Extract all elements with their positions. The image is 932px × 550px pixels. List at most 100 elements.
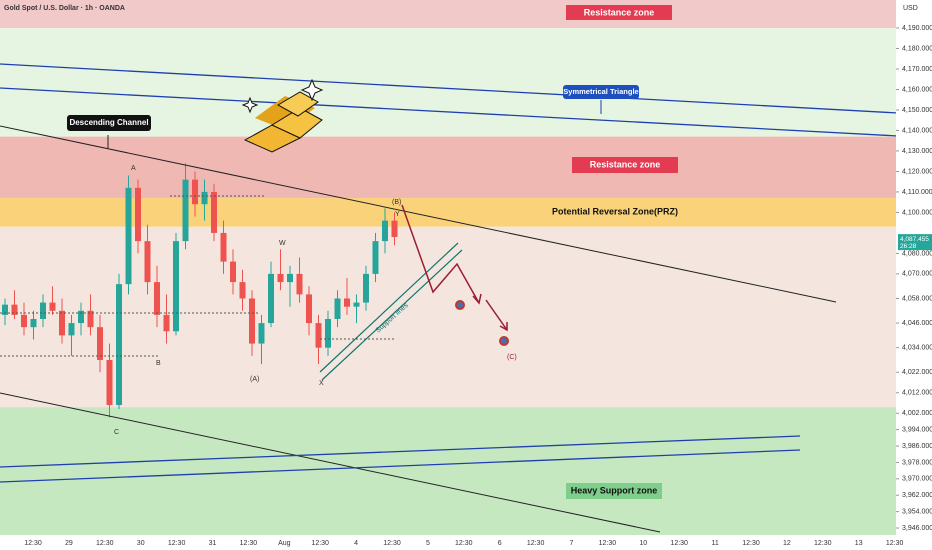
time-tick-label: 12:30 xyxy=(311,540,329,547)
arrow-head xyxy=(499,322,508,332)
candle-body xyxy=(211,191,217,233)
time-tick-label: 12:30 xyxy=(168,540,186,547)
price-tick-label: 3,986.000 xyxy=(902,443,932,450)
zone xyxy=(0,0,898,28)
arrow-head xyxy=(472,293,482,305)
price-tick-label: 3,994.000 xyxy=(902,426,932,433)
candle-body xyxy=(2,304,8,315)
time-tick-label: 6 xyxy=(498,540,502,547)
axes: 4,190.000 4,180.000 4,170.000 4,160.000 4,15… xyxy=(24,25,932,547)
candles xyxy=(2,163,398,418)
triangle-bottom xyxy=(0,87,899,137)
candle-body xyxy=(372,241,379,274)
candle-body xyxy=(296,273,303,295)
support-blue xyxy=(0,449,801,483)
price-tick-label: 3,970.000 xyxy=(902,476,932,483)
trendlines xyxy=(0,63,899,533)
price-tick-label: 3,978.000 xyxy=(902,459,932,466)
price-tick-label: 4,160.000 xyxy=(902,86,932,93)
candle-body xyxy=(277,273,284,283)
channel-top xyxy=(0,125,837,303)
candle-body xyxy=(40,302,46,319)
support-line xyxy=(319,242,459,373)
price-tick-label: 3,962.000 xyxy=(902,492,932,499)
projection xyxy=(401,204,480,304)
zones xyxy=(0,0,898,541)
candle-body xyxy=(220,232,227,262)
price-tick-label: 4,190.000 xyxy=(902,25,932,32)
wave-label: (C) xyxy=(507,354,517,361)
wave-label: A xyxy=(131,165,136,172)
prz-label: Potential Reversal Zone(PRZ) xyxy=(552,206,678,216)
candle-body xyxy=(163,314,170,332)
price-tick-label: 4,070.000 xyxy=(902,271,932,278)
time-tick-label: 12:30 xyxy=(383,540,401,547)
time-tick-label: 12:30 xyxy=(886,540,904,547)
candle-body xyxy=(344,298,350,307)
price-tick-label: 4,080.000 xyxy=(902,250,932,257)
candle-body xyxy=(306,294,312,324)
candle-body xyxy=(182,179,189,242)
wave-label: C xyxy=(114,429,119,436)
candle-body xyxy=(239,282,246,299)
sparkle xyxy=(241,78,324,114)
zone-label: Resistance zone xyxy=(590,159,661,169)
time-tick-label: 11 xyxy=(711,540,718,547)
candle-body xyxy=(116,284,122,406)
price-tick-label: 4,140.000 xyxy=(902,127,932,134)
time-tick-label: 13 xyxy=(855,540,863,547)
time-tick-label: 12:30 xyxy=(96,540,114,547)
time-tick-label: 12:30 xyxy=(240,540,258,547)
zone xyxy=(0,407,898,541)
wave-label: B xyxy=(156,360,161,367)
price-tick-label: 4,180.000 xyxy=(902,45,932,52)
candle-body xyxy=(135,187,141,242)
candle-body xyxy=(21,314,27,328)
price-tick-label: 4,130.000 xyxy=(902,148,932,155)
wave-label: X xyxy=(319,380,324,387)
candle-body xyxy=(87,310,94,328)
candle-body xyxy=(325,318,331,348)
time-tick-label: 12 xyxy=(783,540,791,547)
candle-body xyxy=(97,327,103,360)
channel-bottom xyxy=(0,392,661,533)
candle-body xyxy=(258,323,265,344)
candle-body xyxy=(30,318,37,328)
label-box xyxy=(67,115,151,131)
current-price-tag xyxy=(898,234,932,251)
time-tick-label: 7 xyxy=(570,540,574,547)
candle-body xyxy=(125,187,132,285)
time-tick-label: 10 xyxy=(639,540,647,547)
time-tick-label: 12:30 xyxy=(814,540,832,547)
candle-body xyxy=(353,302,360,307)
channel-label: Descending Channel xyxy=(69,118,148,127)
zone xyxy=(0,226,898,408)
time-axis-bg xyxy=(0,535,932,550)
label-box xyxy=(563,85,639,99)
label-box xyxy=(566,5,672,20)
candle-body xyxy=(334,298,341,319)
price-tick-label: 4,002.000 xyxy=(902,410,932,417)
gold-icon xyxy=(241,78,324,153)
triangle-top xyxy=(0,63,899,114)
time-tick-label: 12:30 xyxy=(742,540,760,547)
triangle-label: Symmetrical Triangle xyxy=(563,87,638,96)
candle-body xyxy=(173,241,179,332)
candle-body xyxy=(59,310,65,336)
time-tick-label: 30 xyxy=(137,540,145,547)
price-tick-label: 4,058.000 xyxy=(902,295,932,302)
projection xyxy=(485,299,508,331)
time-tick-label: 12:30 xyxy=(670,540,688,547)
symbol-title: Gold Spot / U.S. Dollar · 1h · OANDA xyxy=(4,5,125,12)
time-tick-label: 12:30 xyxy=(455,540,473,547)
time-tick-label: 12:30 xyxy=(24,540,42,547)
price-tick-label: 4,034.000 xyxy=(902,345,932,352)
candle-body xyxy=(363,273,369,303)
time-tick-label: 12:30 xyxy=(599,540,617,547)
price-tick-label: 4,150.000 xyxy=(902,107,932,114)
candle-body xyxy=(382,220,388,242)
time-tick-label: 31 xyxy=(209,540,217,547)
support-blue xyxy=(0,435,801,468)
candle-body xyxy=(192,179,198,205)
